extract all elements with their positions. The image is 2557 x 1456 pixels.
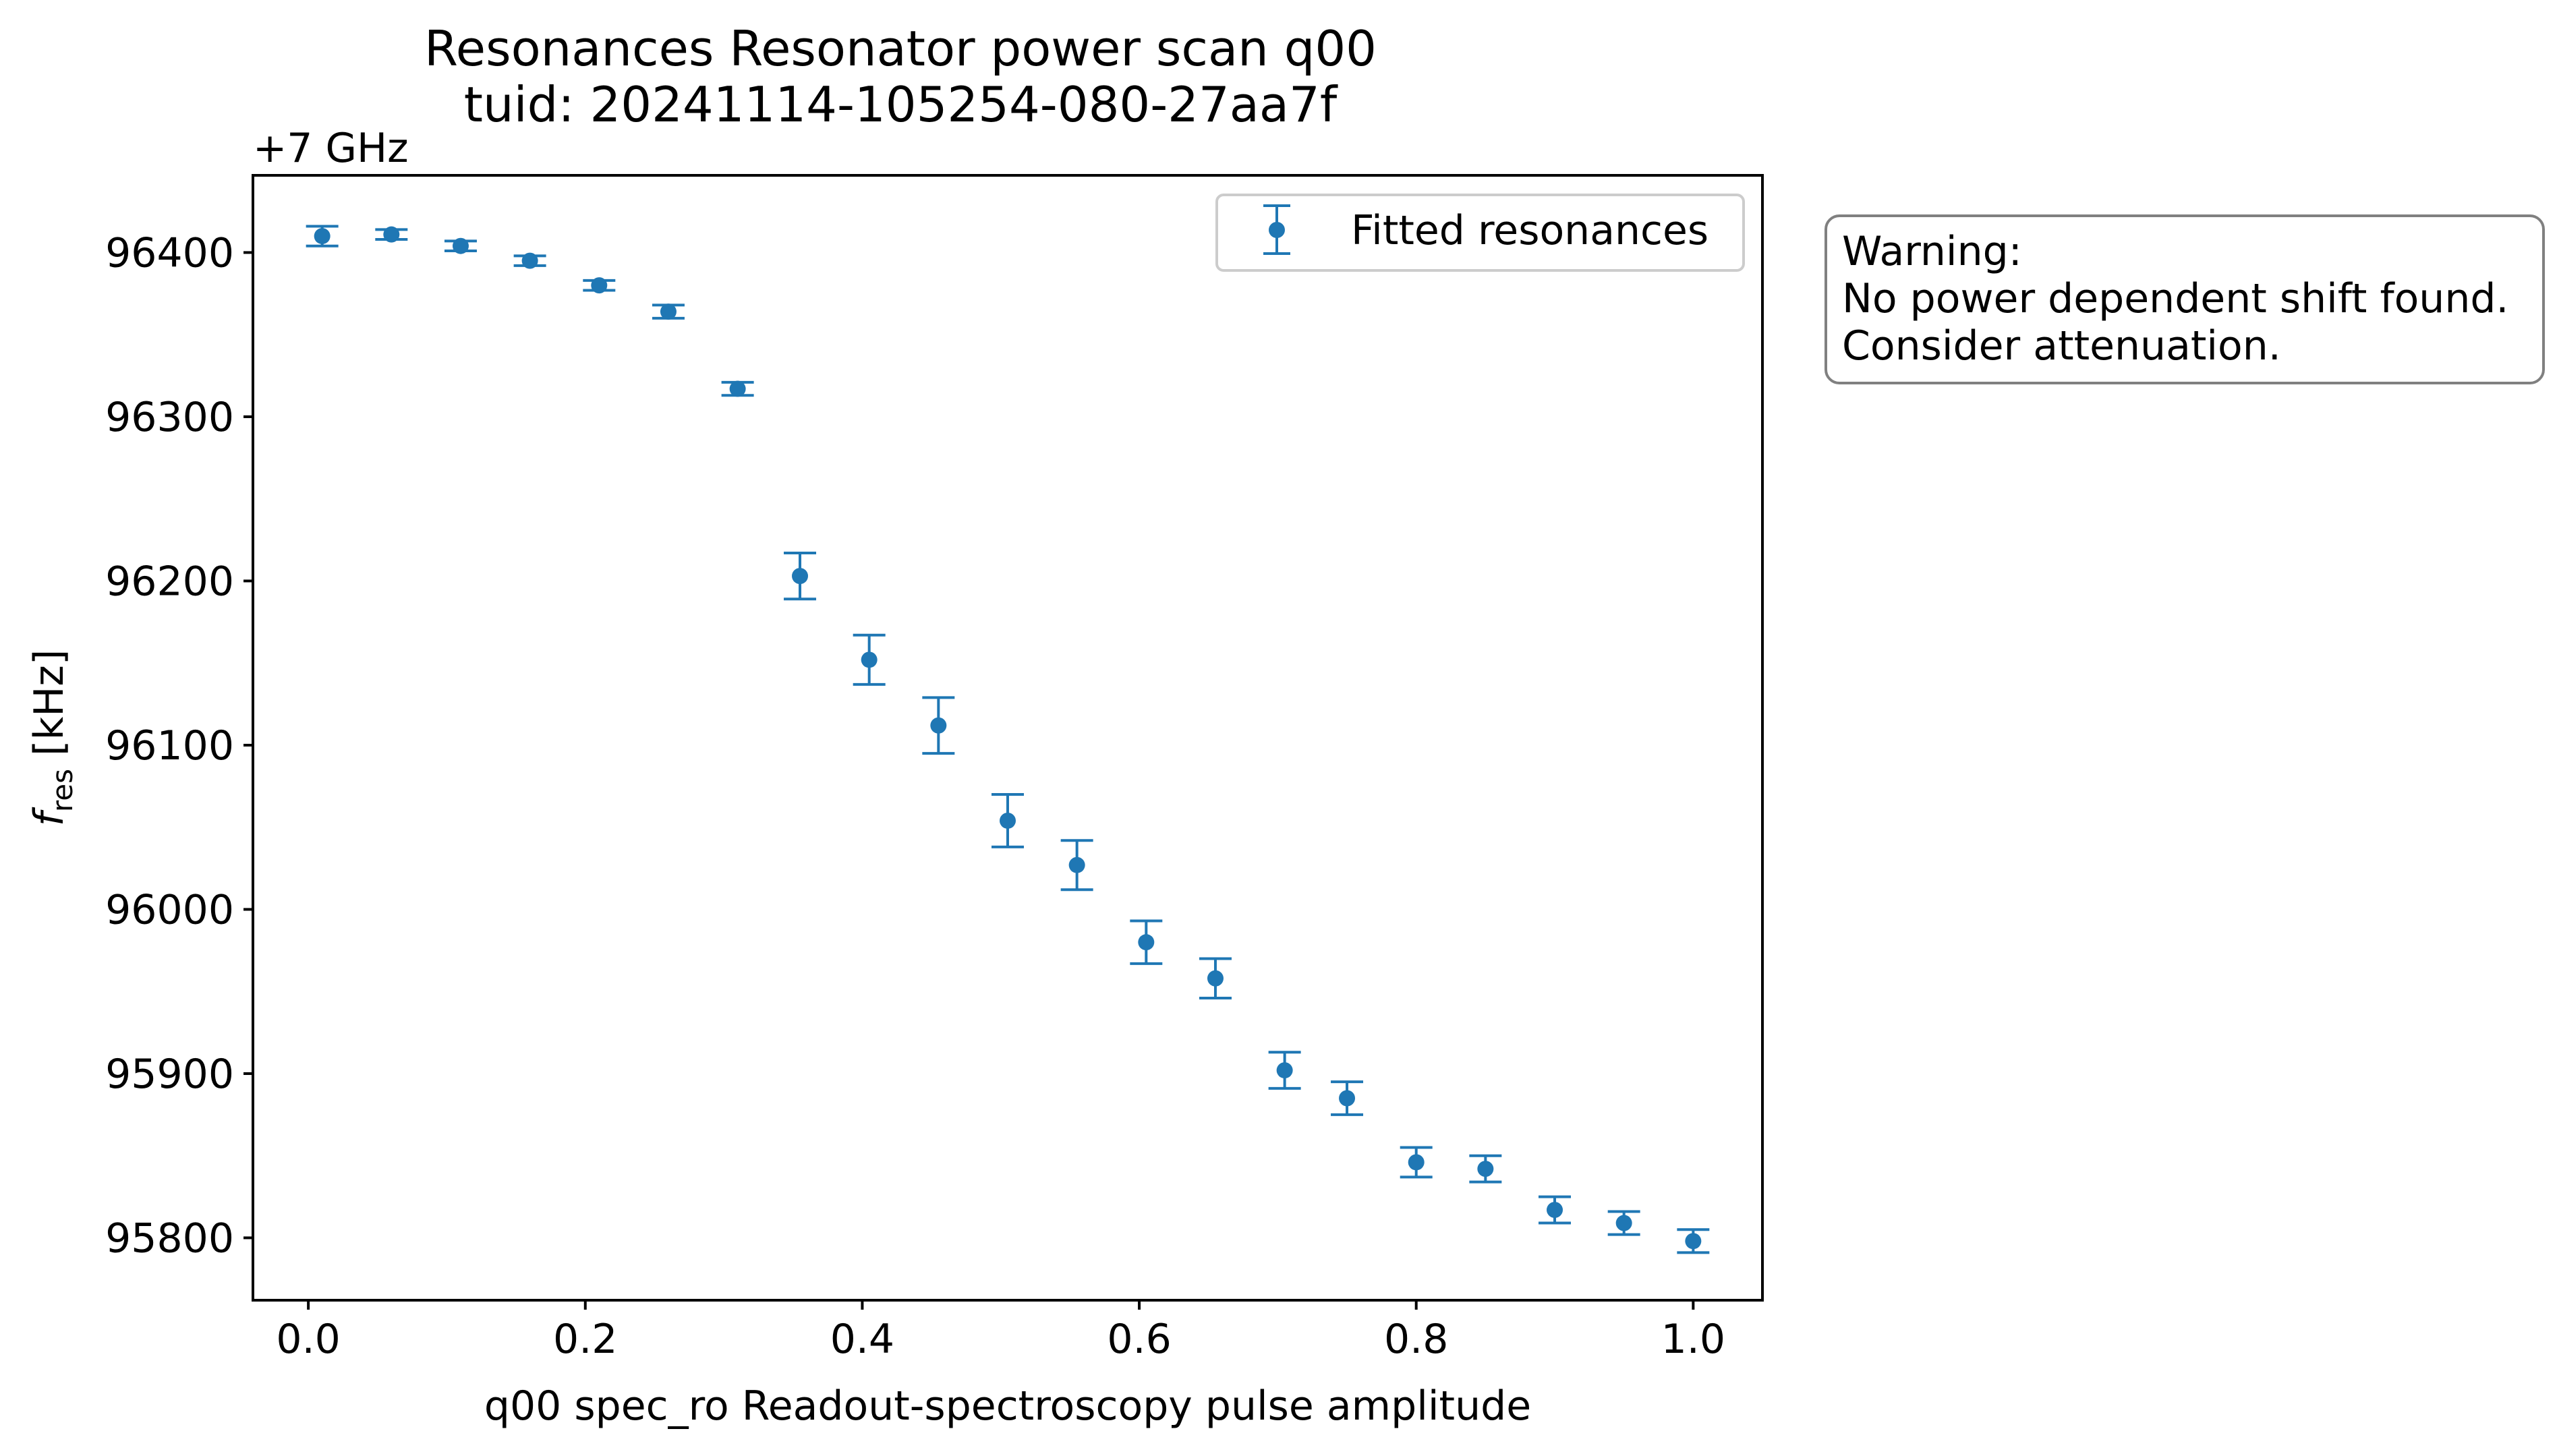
- data-point: [375, 226, 408, 243]
- warning-line-2: No power dependent shift found.: [1842, 275, 2509, 322]
- point-marker: [930, 717, 947, 734]
- x-tick-label: 0.2: [553, 1316, 617, 1363]
- x-tick-label: 0.0: [276, 1316, 340, 1363]
- data-point: [583, 277, 616, 294]
- point-marker: [591, 277, 608, 294]
- data-point: [1677, 1228, 1710, 1254]
- legend-label: Fitted resonances: [1351, 207, 1708, 254]
- data-point: [1199, 957, 1232, 999]
- x-axis: 0.0 0.2 0.4 0.6 0.8 1.0: [276, 1300, 1725, 1363]
- point-marker: [1685, 1233, 1702, 1250]
- point-marker: [1408, 1154, 1425, 1171]
- point-marker: [861, 651, 878, 668]
- plot-frame: [252, 174, 1764, 1302]
- point-marker: [792, 568, 809, 585]
- y-tick-label: 96200: [105, 558, 234, 605]
- warning-line-1: Warning:: [1842, 228, 2022, 275]
- data-point: [992, 793, 1024, 848]
- legend-box: [1215, 194, 1745, 272]
- plot-area: [306, 225, 1710, 1254]
- y-tick-label: 96300: [105, 394, 234, 441]
- x-axis-label: q00 spec_ro Readout-spectroscopy pulse a…: [484, 1382, 1531, 1430]
- x-tick-label: 1.0: [1661, 1316, 1725, 1363]
- y-axis: 95800 95900 96000 96100 96200 96300 96400: [105, 229, 253, 1262]
- y-tick-label: 96400: [105, 229, 234, 276]
- data-point: [444, 237, 477, 254]
- data-point: [1539, 1195, 1572, 1225]
- point-marker: [452, 237, 469, 254]
- data-point: [1400, 1146, 1433, 1179]
- point-marker: [1547, 1202, 1563, 1219]
- data-point: [1469, 1154, 1502, 1184]
- point-marker: [1207, 970, 1224, 987]
- data-point: [1060, 839, 1093, 892]
- data-point: [853, 633, 886, 686]
- data-point: [1331, 1080, 1364, 1116]
- warning-line-3: Consider attenuation.: [1842, 322, 2281, 370]
- point-marker: [1276, 1062, 1293, 1079]
- y-tick-label: 95900: [105, 1051, 234, 1098]
- point-marker: [1477, 1161, 1494, 1177]
- data-point: [1607, 1210, 1640, 1236]
- y-axis-label-unit: [kHz]: [26, 649, 73, 769]
- point-marker: [660, 303, 677, 320]
- data-point: [652, 303, 685, 320]
- chart-subtitle: tuid: 20241114-105254-080-27aa7f: [464, 76, 1338, 133]
- x-tick-label: 0.8: [1384, 1316, 1448, 1363]
- point-marker: [314, 228, 331, 245]
- y-axis-label: fres [kHz]: [26, 649, 79, 826]
- point-marker: [521, 252, 538, 269]
- legend-marker: [1269, 222, 1285, 238]
- point-marker: [1138, 934, 1155, 951]
- y-axis-label-sub: res: [46, 769, 79, 812]
- warning-annotation: Warning: No power dependent shift found.…: [1825, 214, 2545, 384]
- point-marker: [1339, 1090, 1356, 1107]
- point-marker: [729, 380, 746, 397]
- data-point: [721, 380, 754, 397]
- data-point: [1268, 1051, 1301, 1090]
- data-point: [784, 552, 817, 601]
- legend: Fitted resonances: [1215, 194, 1745, 272]
- data-point: [1130, 919, 1163, 965]
- x-tick-label: 0.6: [1107, 1316, 1171, 1363]
- y-tick-label: 96000: [105, 886, 234, 933]
- svg-text:fres [kHz]: fres [kHz]: [26, 649, 79, 826]
- data-point: [513, 252, 546, 269]
- point-marker: [1000, 812, 1016, 829]
- point-marker: [383, 226, 400, 243]
- data-point: [306, 225, 339, 247]
- y-offset-label: +7 GHz: [253, 125, 409, 172]
- point-marker: [1615, 1215, 1632, 1231]
- y-tick-label: 95800: [105, 1215, 234, 1262]
- data-point: [922, 696, 955, 755]
- point-marker: [1068, 856, 1085, 873]
- x-tick-label: 0.4: [830, 1316, 894, 1363]
- chart-title: Resonances Resonator power scan q00: [424, 20, 1377, 77]
- y-tick-label: 96100: [105, 722, 234, 769]
